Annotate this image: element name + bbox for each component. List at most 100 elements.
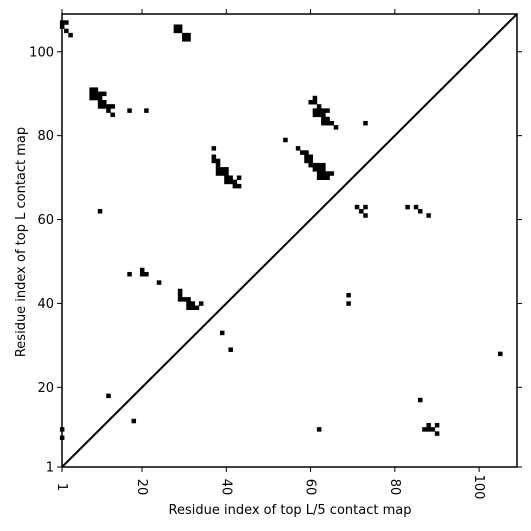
contact-cell bbox=[346, 301, 351, 306]
contact-cell bbox=[308, 99, 313, 105]
contact-cell bbox=[139, 267, 145, 273]
contact-cell bbox=[224, 175, 229, 180]
contact-cell bbox=[182, 37, 187, 42]
contact-cell bbox=[300, 150, 305, 155]
contact-cell bbox=[283, 137, 288, 143]
contact-cell bbox=[89, 87, 94, 92]
contact-cell bbox=[422, 427, 427, 432]
contact-cell bbox=[405, 204, 410, 210]
contact-cell bbox=[97, 99, 103, 105]
y-axis-ticks: 1 20 40 60 80 100 bbox=[29, 45, 522, 476]
y-tick-label: 20 bbox=[37, 381, 54, 396]
contact-cell bbox=[198, 301, 204, 306]
contact-cell bbox=[321, 116, 326, 122]
contact-cell bbox=[498, 351, 503, 357]
x-axis-ticks: 1 20 40 60 80 100 bbox=[54, 9, 486, 499]
contact-cell bbox=[186, 297, 191, 302]
contact-cell bbox=[316, 427, 322, 432]
contact-cell bbox=[304, 154, 309, 160]
contact-cell bbox=[68, 32, 73, 38]
contact-cell bbox=[321, 167, 326, 172]
contact-cell bbox=[316, 162, 322, 168]
contact-cell bbox=[131, 418, 137, 424]
contact-cell bbox=[363, 120, 368, 126]
contact-cell bbox=[316, 112, 322, 118]
contact-cell bbox=[97, 209, 103, 214]
contact-cell bbox=[215, 171, 221, 176]
contact-cell bbox=[182, 297, 187, 302]
contact-cell bbox=[316, 108, 322, 113]
contact-cell bbox=[417, 209, 423, 214]
contact-cell bbox=[321, 171, 326, 176]
contact-cell bbox=[308, 162, 313, 168]
contact-cell bbox=[346, 292, 351, 298]
contact-cell bbox=[321, 108, 326, 113]
contact-cell bbox=[312, 112, 318, 118]
contact-cell bbox=[426, 427, 431, 432]
x-axis-label: Residue index of top L/5 contact map bbox=[169, 503, 412, 518]
contact-cell bbox=[417, 397, 423, 403]
contact-cell bbox=[215, 158, 221, 164]
contact-cell bbox=[312, 167, 318, 172]
y-tick-label: 80 bbox=[37, 129, 54, 144]
contact-cell bbox=[182, 32, 187, 38]
contact-cell bbox=[211, 158, 217, 164]
contact-cell bbox=[321, 120, 326, 126]
contact-cell bbox=[64, 28, 69, 34]
contact-cell bbox=[316, 104, 322, 109]
contact-cell bbox=[359, 209, 364, 214]
contact-cell bbox=[325, 108, 330, 113]
contact-cell bbox=[354, 204, 360, 210]
contact-cell bbox=[308, 154, 313, 160]
contact-cell bbox=[308, 158, 313, 164]
contact-cell bbox=[144, 108, 149, 113]
contact-cell bbox=[106, 104, 111, 109]
contact-cell bbox=[186, 37, 191, 42]
contact-cell bbox=[295, 146, 301, 151]
y-axis-label: Residue index of top L contact map bbox=[14, 127, 29, 357]
contact-cell bbox=[224, 167, 229, 172]
y-tick-label: 60 bbox=[37, 213, 54, 228]
contact-cell bbox=[426, 422, 431, 428]
contact-cell bbox=[173, 28, 179, 34]
x-tick-label: 20 bbox=[134, 479, 149, 496]
contact-cell bbox=[363, 213, 368, 218]
plot-frame bbox=[61, 13, 518, 468]
contact-cell bbox=[144, 271, 149, 277]
contact-cell bbox=[312, 108, 318, 113]
contact-cell bbox=[156, 280, 162, 285]
contact-cell bbox=[329, 171, 335, 176]
contact-cell bbox=[110, 112, 115, 118]
contact-cell bbox=[325, 171, 330, 176]
contact-cell bbox=[304, 158, 309, 164]
contact-cell bbox=[177, 28, 183, 34]
contact-cell bbox=[177, 288, 183, 294]
contact-cell bbox=[426, 213, 431, 218]
contact-cell bbox=[312, 162, 318, 168]
contact-cell bbox=[215, 162, 221, 168]
y-tick-label: 40 bbox=[37, 297, 54, 312]
contact-cell bbox=[89, 95, 94, 101]
contact-cell bbox=[110, 104, 115, 109]
contact-cell bbox=[224, 179, 229, 185]
x-tick-label: 1 bbox=[54, 483, 69, 491]
contact-cell bbox=[211, 154, 217, 160]
contact-cell bbox=[102, 91, 107, 97]
contact-cell bbox=[434, 431, 440, 436]
contact-cell bbox=[333, 125, 339, 130]
contact-cell bbox=[177, 24, 183, 29]
contact-cell bbox=[93, 87, 99, 92]
contact-cell bbox=[106, 108, 111, 113]
contact-cell bbox=[316, 167, 322, 172]
contact-cell bbox=[236, 175, 242, 180]
contact-cell bbox=[228, 175, 233, 180]
contact-cell bbox=[177, 292, 183, 298]
contact-cell bbox=[106, 393, 111, 399]
x-tick-label: 100 bbox=[471, 475, 486, 500]
x-tick-label: 80 bbox=[387, 479, 402, 496]
contact-cell bbox=[173, 24, 179, 29]
x-tick-label: 40 bbox=[218, 479, 233, 496]
contact-cell bbox=[219, 330, 225, 336]
contact-cell bbox=[228, 347, 233, 352]
diagonal-line bbox=[61, 13, 518, 468]
